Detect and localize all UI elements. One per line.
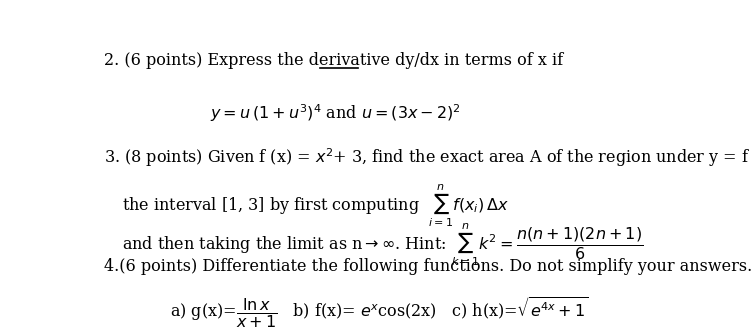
Text: the interval [1, 3] by first computing  $\sum_{i=1}^{n} f(x_i)\,\Delta x$: the interval [1, 3] by first computing $… xyxy=(122,183,508,230)
Text: 4.(6 points) Differentiate the following functions. Do not simplify your answers: 4.(6 points) Differentiate the following… xyxy=(104,258,751,275)
Text: a) g(x)=$\dfrac{\ln x}{x+1}$   b) f(x)= $e^x$cos(2x)   c) h(x)=$\sqrt{e^{4x} + 1: a) g(x)=$\dfrac{\ln x}{x+1}$ b) f(x)= $e… xyxy=(170,296,588,327)
Text: 3. (8 points) Given f (x) = $x^2$+ 3, find the exact area A of the region under : 3. (8 points) Given f (x) = $x^2$+ 3, fi… xyxy=(104,146,751,169)
Text: $y = u\,(1 + u^3)^4$ and $u = (3x - 2)^2$: $y = u\,(1 + u^3)^4$ and $u = (3x - 2)^2… xyxy=(210,102,461,124)
Text: and then taking the limit as n$\rightarrow\infty$. Hint: $\sum_{k=1}^{n} k^2 = \: and then taking the limit as n$\rightarr… xyxy=(122,222,643,268)
Text: 2. (6 points) Express the derivative dy/dx in terms of x if: 2. (6 points) Express the derivative dy/… xyxy=(104,52,563,69)
